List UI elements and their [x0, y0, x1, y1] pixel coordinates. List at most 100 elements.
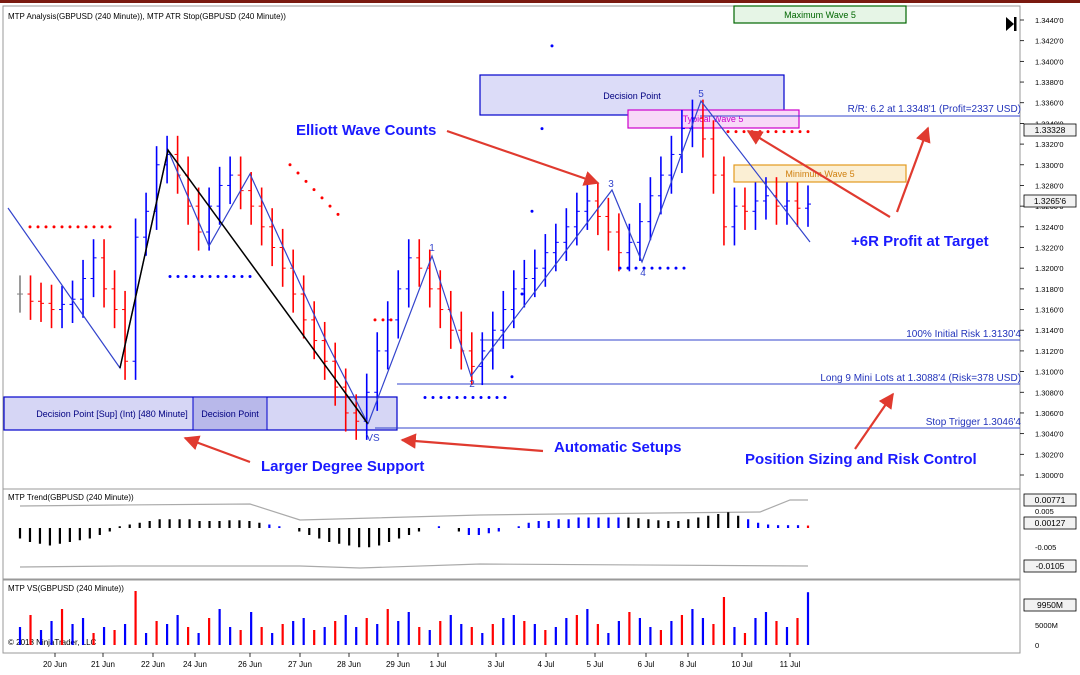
- atr-stop-dot: [208, 274, 212, 278]
- vs-panel-title: MTP VS(GBPUSD (240 Minute)): [8, 584, 124, 593]
- max-wave-label: Maximum Wave 5: [784, 10, 856, 20]
- wave-label-1: 1: [429, 243, 435, 254]
- atr-stop-dot: [666, 266, 670, 270]
- atr-stop-dot: [674, 266, 678, 270]
- price-panel-title: MTP Analysis(GBPUSD (240 Minute)), MTP A…: [8, 12, 286, 21]
- x-tick-label: 6 Jul: [638, 660, 655, 669]
- annotation-sizing: Position Sizing and Risk Control: [745, 451, 977, 468]
- play-pause-icon[interactable]: [1006, 17, 1017, 31]
- atr-stop-dot: [84, 225, 88, 229]
- atr-stop-dot: [423, 395, 427, 399]
- arrow-larger: [183, 435, 251, 464]
- atr-stop-dot: [431, 395, 435, 399]
- atr-stop-dot: [320, 196, 324, 200]
- atr-stop-dot: [389, 318, 393, 322]
- price-tick-label: 1.3440'0: [1035, 16, 1064, 25]
- decision-small-label: Decision Point: [201, 409, 259, 419]
- wave-label-2: 2: [469, 379, 475, 390]
- price-tick-label: 1.3160'0: [1035, 306, 1064, 315]
- top-border: [0, 0, 1080, 3]
- atr-stop-dot: [240, 274, 244, 278]
- x-tick-label: 29 Jun: [386, 660, 410, 669]
- vs-panel: [2, 579, 1021, 654]
- x-tick-label: 24 Jun: [183, 660, 207, 669]
- x-tick-label: 26 Jun: [238, 660, 262, 669]
- atr-stop-dot: [216, 274, 220, 278]
- atr-stop-dot: [184, 274, 188, 278]
- price-tick-label: 1.3320'0: [1035, 140, 1064, 149]
- price-tick-label: 1.3360'0: [1035, 99, 1064, 108]
- trend-upper-band: [19, 499, 808, 521]
- atr-stop-dot: [36, 225, 40, 229]
- decision-top-label: Decision Point: [603, 91, 661, 101]
- atr-stop-dot: [758, 130, 762, 134]
- trend-histogram: [18, 499, 810, 569]
- decision-top-box: Decision Point: [479, 74, 785, 116]
- atr-stop-dot: [742, 130, 746, 134]
- atr-stop-dot: [471, 395, 475, 399]
- atr-stop-dot: [618, 266, 622, 270]
- max-wave-box: Maximum Wave 5: [733, 5, 907, 24]
- trend-axis: 0.005 -0.005: [1035, 507, 1056, 552]
- rr-label: R/R: 6.2 at 1.3348'1 (Profit=2337 USD): [848, 104, 1021, 115]
- arrow-elliott: [446, 129, 600, 186]
- axis-badges: 1.33328 1.3265'6 0.00771 0.00127 -0.0105…: [1023, 123, 1077, 612]
- x-tick-label: 28 Jun: [337, 660, 361, 669]
- atr-stop-dot: [734, 130, 738, 134]
- atr-stop-dot: [76, 225, 80, 229]
- x-tick-label: 21 Jun: [91, 660, 115, 669]
- atr-stop-dot: [530, 209, 534, 213]
- stop-trigger-label: Stop Trigger 1.3046'4: [926, 417, 1022, 428]
- atr-stop-dot: [766, 130, 770, 134]
- atr-stop-dot: [224, 274, 228, 278]
- atr-stop-dot: [479, 395, 483, 399]
- x-tick-label: 11 Jul: [780, 660, 801, 669]
- atr-stop-dot: [774, 130, 778, 134]
- badge-prev-price: 1.3265'6: [1034, 196, 1067, 206]
- price-tick-label: 1.3240'0: [1035, 223, 1064, 232]
- atr-stop-dot: [108, 225, 112, 229]
- price-tick-label: 1.3020'0: [1035, 450, 1064, 459]
- trend-panel-title: MTP Trend(GBPUSD (240 Minute)): [8, 493, 134, 502]
- arrow-automatic: [400, 433, 544, 453]
- atr-stop-dot: [28, 225, 32, 229]
- atr-stop-dot: [790, 130, 794, 134]
- atr-stop-dot: [447, 395, 451, 399]
- price-tick-label: 1.3000'0: [1035, 471, 1064, 480]
- atr-stop-dot: [439, 395, 443, 399]
- price-tick-label: 1.3100'0: [1035, 368, 1064, 377]
- atr-stop-dot: [682, 266, 686, 270]
- atr-stop-dot: [455, 395, 459, 399]
- long-entry-label: Long 9 Mini Lots at 1.3088'4 (Risk=378 U…: [820, 373, 1021, 384]
- trend-tick-label: 0.005: [1035, 507, 1054, 516]
- x-axis: 20 Jun 21 Jun 22 Jun 24 Jun 26 Jun 27 Jun 28 J…: [43, 653, 801, 669]
- larger-degree-wave: [119, 148, 369, 425]
- x-tick-label: 8 Jul: [680, 660, 697, 669]
- badge-trend-bot: -0.0105: [1036, 561, 1065, 571]
- annotation-elliott: Elliott Wave Counts: [296, 122, 436, 139]
- atr-stop-dot: [373, 318, 377, 322]
- price-tick-label: 1.3040'0: [1035, 430, 1064, 439]
- x-tick-label: 3 Jul: [488, 660, 505, 669]
- atr-stop-dot: [540, 127, 544, 131]
- atr-stop-dot: [304, 179, 308, 183]
- elliott-wave-lines: [367, 99, 811, 425]
- x-tick-label: 4 Jul: [538, 660, 555, 669]
- x-tick-label: 10 Jul: [731, 660, 753, 669]
- atr-stop-dot: [44, 225, 48, 229]
- atr-stop-dot: [296, 171, 300, 175]
- x-tick-label: 27 Jun: [288, 660, 312, 669]
- atr-stop-dot: [168, 274, 172, 278]
- decision-sup-box: Decision Point [Sup] (Int) [480 Minute] …: [3, 396, 398, 431]
- annotation-automatic: Automatic Setups: [554, 439, 682, 456]
- price-tick-label: 1.3220'0: [1035, 244, 1064, 253]
- level-lines: R/R: 6.2 at 1.3348'1 (Profit=2337 USD) 1…: [375, 104, 1022, 429]
- trend-tick-label: -0.005: [1035, 543, 1056, 552]
- atr-stop-dot: [503, 395, 507, 399]
- annotation-larger: Larger Degree Support: [261, 458, 424, 475]
- price-tick-label: 1.3380'0: [1035, 78, 1064, 87]
- arrow-profit-right: [895, 126, 931, 213]
- atr-stop-dot: [60, 225, 64, 229]
- atr-stop-dot: [650, 266, 654, 270]
